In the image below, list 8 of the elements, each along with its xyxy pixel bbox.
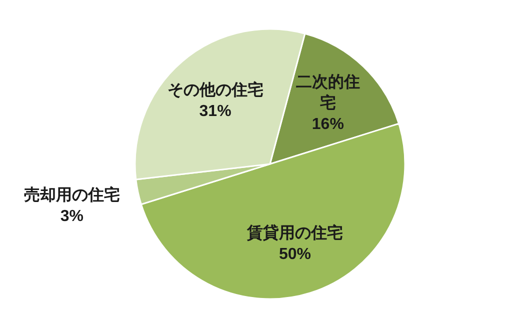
slice-label: 二次的住宅	[296, 72, 360, 114]
slice-label: 賃貸用の住宅	[246, 223, 344, 244]
data-label: 16%	[310, 115, 345, 136]
data-label: 3%	[59, 207, 84, 228]
data-label: 31%	[198, 102, 232, 122]
slice-label: 売却用の住宅	[22, 185, 121, 206]
data-label: 50%	[278, 244, 312, 265]
slice-label: その他の住宅	[166, 80, 264, 101]
